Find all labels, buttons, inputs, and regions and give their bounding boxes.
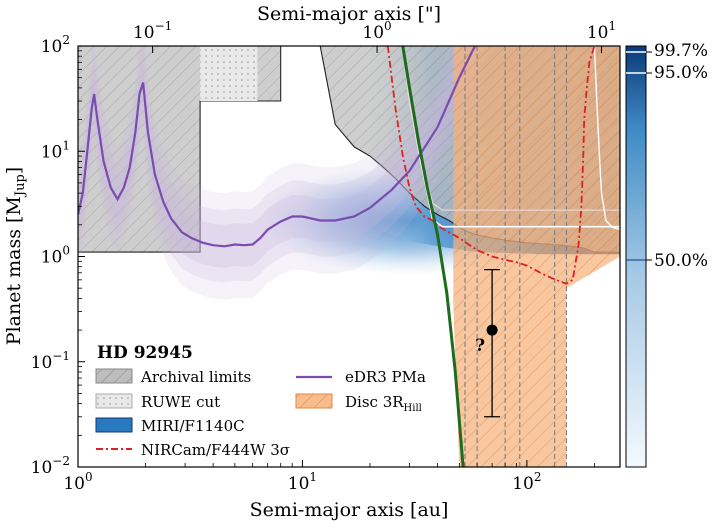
x-tick-label-1-base: 10 bbox=[288, 474, 310, 494]
x-tick-label-2-exp: 2 bbox=[534, 470, 542, 484]
x2-tick-label-2-exp: 1 bbox=[608, 19, 616, 33]
plot-area: ? bbox=[78, 46, 620, 467]
x-tick-label-2: 102 bbox=[512, 470, 541, 494]
legend-label-nircam: NIRCam/F444W 3σ bbox=[141, 441, 290, 459]
planet-point bbox=[486, 324, 498, 336]
colorbar-ticks bbox=[626, 51, 652, 261]
y-tick-label-4-exp: 2 bbox=[62, 33, 70, 47]
pma-band-1 bbox=[78, 46, 478, 300]
y-tick-label-1-base: 10 bbox=[31, 353, 53, 373]
hill-curve bbox=[401, 46, 465, 467]
legend-label-disc-sub: Hill bbox=[404, 403, 422, 414]
x-tick-label-0-exp: 0 bbox=[85, 470, 93, 484]
y-tick-label-0: 10−2 bbox=[31, 454, 70, 478]
planet-annotation: ? bbox=[475, 336, 485, 356]
legend: HD 92945 Archival limits RUWE cut MIRI/F… bbox=[95, 343, 426, 459]
pma-band-3 bbox=[78, 46, 478, 268]
x2-tick-label-2-base: 10 bbox=[587, 23, 609, 43]
colorbar-label-99-7: 99.7% bbox=[654, 41, 708, 61]
x-tick-label-1-exp: 1 bbox=[309, 470, 317, 484]
y-tick-label-3: 101 bbox=[41, 138, 70, 162]
x-tick-label-2-base: 10 bbox=[512, 474, 534, 494]
x2-tick-label-1: 100 bbox=[362, 19, 391, 43]
y-tick-label-0-exp: −2 bbox=[52, 454, 70, 468]
legend-swatch-miri bbox=[95, 417, 133, 433]
y-tick-label-2: 100 bbox=[41, 244, 70, 268]
curves bbox=[78, 46, 596, 467]
x2-tick-label-1-base: 10 bbox=[362, 23, 384, 43]
x2-axis-title: Semi-major axis ["] bbox=[257, 3, 441, 25]
colorbar: 99.7% 95.0% 50.0% bbox=[625, 41, 708, 468]
legend-label-disc: Disc 3RHill bbox=[345, 393, 422, 414]
legend-swatch-ruwe bbox=[95, 393, 133, 409]
ruwe-fill bbox=[200, 46, 258, 102]
y-axis-title-close: ] bbox=[3, 167, 25, 174]
ruwe-cut-region bbox=[200, 46, 258, 102]
y-tick-label-1-exp: −1 bbox=[52, 349, 70, 363]
miri-contour-right bbox=[593, 46, 620, 231]
planet-candidate: ? bbox=[475, 268, 501, 418]
y-tick-label-4-base: 10 bbox=[41, 37, 63, 57]
x2-tick-label-2: 101 bbox=[587, 19, 616, 43]
x-axis-title: Semi-major axis [au] bbox=[250, 499, 449, 521]
colorbar-label-50-0: 50.0% bbox=[654, 251, 708, 271]
y-tick-label-3-exp: 1 bbox=[62, 138, 70, 152]
y-tick-label-2-exp: 0 bbox=[62, 244, 70, 258]
legend-label-disc-main: Disc 3R bbox=[345, 393, 404, 411]
legend-label-miri: MIRI/F1140C bbox=[141, 417, 245, 435]
y-tick-label-1: 10−1 bbox=[31, 349, 70, 373]
x-tick-label-0-base: 10 bbox=[63, 474, 85, 494]
y-tick-label-2-base: 10 bbox=[41, 248, 63, 268]
miri-contour-2 bbox=[402, 46, 620, 211]
x2-tick-label-1-exp: 0 bbox=[384, 19, 392, 33]
y-axis-title: Planet mass [MJup] bbox=[3, 167, 28, 345]
y-tick-label-4: 102 bbox=[41, 33, 70, 57]
colorbar-label-95-0: 95.0% bbox=[654, 63, 708, 83]
x2-tick-label-0-exp: −1 bbox=[155, 19, 173, 33]
y-axis-title-main: Planet mass [M bbox=[3, 196, 25, 345]
colorbar-gradient bbox=[625, 45, 647, 468]
disc-fill bbox=[453, 46, 620, 467]
y-tick-label-3-base: 10 bbox=[41, 142, 63, 162]
pma-curve bbox=[78, 46, 477, 248]
disc-hill-region bbox=[453, 46, 620, 467]
legend-title: HD 92945 bbox=[97, 343, 193, 363]
miri-contours bbox=[402, 46, 620, 231]
pma-band-2 bbox=[78, 46, 478, 283]
x2-tick-label-0: 10−1 bbox=[133, 19, 172, 43]
y-axis-title-sub: Jup bbox=[13, 174, 28, 198]
y-tick-label-0-base: 10 bbox=[31, 458, 53, 478]
x2-tick-label-0-base: 10 bbox=[133, 23, 155, 43]
x-tick-label-0: 100 bbox=[63, 470, 92, 494]
legend-label-archival: Archival limits bbox=[140, 368, 251, 386]
x-tick-label-1: 101 bbox=[288, 470, 317, 494]
nircam-curve bbox=[386, 46, 596, 285]
legend-label-ruwe: RUWE cut bbox=[141, 393, 220, 411]
pma-confidence-bands bbox=[78, 46, 478, 300]
legend-swatch-disc bbox=[295, 393, 333, 409]
legend-label-pma: eDR3 PMa bbox=[345, 368, 426, 386]
legend-swatch-archival bbox=[95, 368, 133, 384]
